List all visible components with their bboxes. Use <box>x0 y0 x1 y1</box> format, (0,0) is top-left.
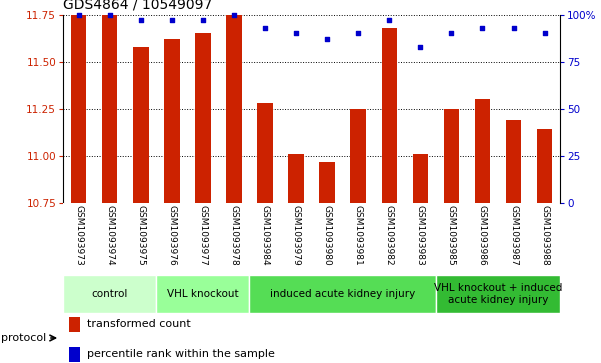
Bar <box>257 103 273 203</box>
Point <box>167 17 177 23</box>
Bar <box>156 275 249 313</box>
Text: GSM1093983: GSM1093983 <box>416 205 425 266</box>
Point <box>291 30 301 36</box>
Point <box>447 30 456 36</box>
Point <box>198 17 208 23</box>
Bar <box>537 130 552 203</box>
Point <box>353 30 363 36</box>
Text: GSM1093982: GSM1093982 <box>385 205 394 266</box>
Text: GSM1093980: GSM1093980 <box>323 205 332 266</box>
Bar <box>164 39 180 203</box>
Point <box>415 44 425 49</box>
Point <box>260 25 270 30</box>
Point <box>540 30 549 36</box>
Bar <box>288 154 304 203</box>
Text: transformed count: transformed count <box>87 319 191 329</box>
Bar <box>249 275 436 313</box>
Bar <box>69 317 80 331</box>
Text: VHL knockout: VHL knockout <box>167 289 239 299</box>
Bar <box>226 15 242 203</box>
Text: GSM1093987: GSM1093987 <box>509 205 518 266</box>
Text: GSM1093977: GSM1093977 <box>198 205 207 266</box>
Bar <box>133 46 148 203</box>
Bar <box>69 347 80 362</box>
Text: control: control <box>91 289 128 299</box>
Bar <box>382 28 397 203</box>
Bar <box>63 275 156 313</box>
Text: induced acute kidney injury: induced acute kidney injury <box>270 289 415 299</box>
Point <box>105 12 115 17</box>
Text: GDS4864 / 10549097: GDS4864 / 10549097 <box>63 0 212 12</box>
Bar <box>475 99 490 203</box>
Point <box>508 25 518 30</box>
Point <box>74 12 84 17</box>
Text: GSM1093984: GSM1093984 <box>260 205 269 266</box>
Text: protocol: protocol <box>1 333 46 343</box>
Point <box>322 36 332 42</box>
Bar <box>71 15 87 203</box>
Text: GSM1093985: GSM1093985 <box>447 205 456 266</box>
Bar <box>195 33 211 203</box>
Text: GSM1093974: GSM1093974 <box>105 205 114 266</box>
Text: GSM1093979: GSM1093979 <box>291 205 300 266</box>
Bar <box>506 120 521 203</box>
Text: GSM1093988: GSM1093988 <box>540 205 549 266</box>
Bar <box>102 15 117 203</box>
Bar <box>319 162 335 203</box>
Bar <box>444 109 459 203</box>
Bar <box>436 275 560 313</box>
Text: GSM1093978: GSM1093978 <box>230 205 239 266</box>
Bar <box>412 154 428 203</box>
Text: GSM1093986: GSM1093986 <box>478 205 487 266</box>
Point <box>478 25 487 30</box>
Text: GSM1093975: GSM1093975 <box>136 205 145 266</box>
Text: percentile rank within the sample: percentile rank within the sample <box>87 349 275 359</box>
Bar <box>350 109 366 203</box>
Text: GSM1093973: GSM1093973 <box>74 205 83 266</box>
Text: GSM1093981: GSM1093981 <box>354 205 363 266</box>
Point <box>229 12 239 17</box>
Point <box>136 17 145 23</box>
Text: VHL knockout + induced
acute kidney injury: VHL knockout + induced acute kidney inju… <box>434 283 562 305</box>
Text: GSM1093976: GSM1093976 <box>167 205 176 266</box>
Point <box>385 17 394 23</box>
